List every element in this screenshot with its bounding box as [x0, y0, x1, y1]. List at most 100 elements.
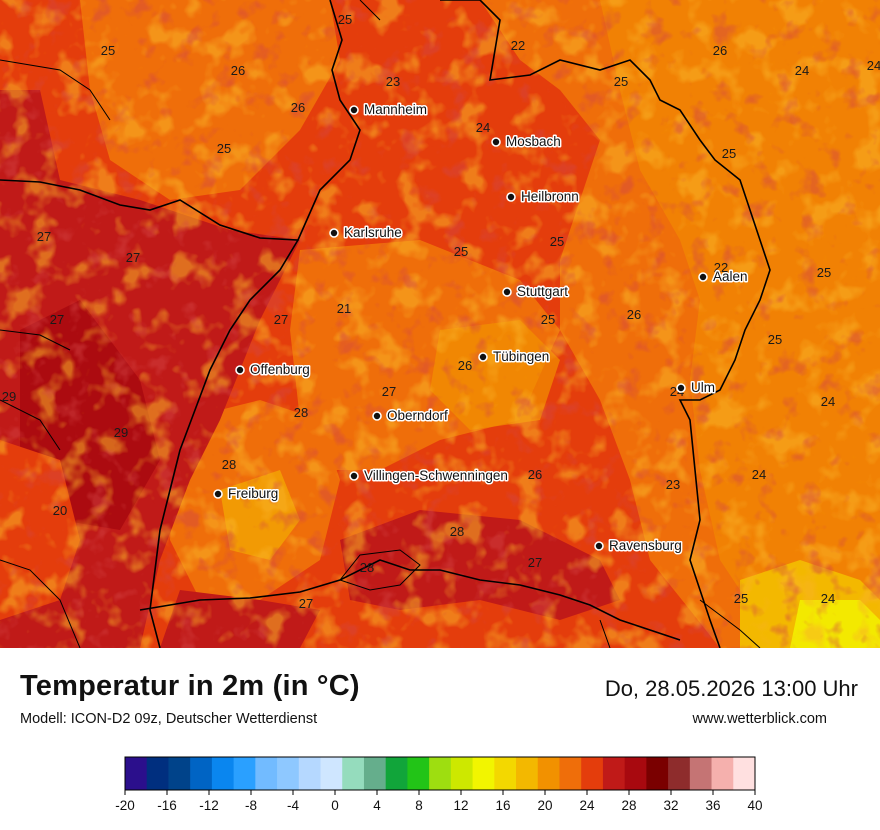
legend-tick-label: -16 — [157, 798, 177, 813]
city-name: Ravensburg — [609, 538, 682, 553]
grid-value-label: 28 — [294, 405, 308, 420]
grid-value-label: 22 — [714, 260, 728, 275]
city-name: Stuttgart — [517, 284, 568, 299]
grid-value-label: 26 — [458, 358, 472, 373]
grid-value-label: 25 — [817, 265, 831, 280]
city-marker: Heilbronn — [506, 188, 580, 206]
city-marker: Mosbach — [491, 133, 562, 151]
model-subtitle: Modell: ICON-D2 09z, Deutscher Wetterdie… — [20, 711, 318, 727]
city-name: Mosbach — [506, 134, 561, 149]
grid-value-label: 27 — [382, 384, 396, 399]
city-dot — [594, 541, 604, 551]
city-dot — [698, 272, 708, 282]
legend-swatch — [668, 757, 691, 790]
legend-swatch — [559, 757, 582, 790]
grid-value-label: 29 — [114, 425, 128, 440]
city-name: Freiburg — [228, 486, 278, 501]
city-marker: Oberndorf — [372, 407, 450, 425]
legend-swatch — [472, 757, 495, 790]
grid-value-label: 21 — [337, 301, 351, 316]
city-marker: Stuttgart — [502, 283, 570, 301]
grid-value-label: 29 — [2, 389, 16, 404]
city-dot — [349, 471, 359, 481]
website-link[interactable]: www.wetterblick.com — [692, 711, 827, 727]
grid-value-label: 25 — [722, 146, 736, 161]
grid-value-label: 26 — [627, 307, 641, 322]
grid-value-label: 22 — [511, 38, 525, 53]
city-name: Mannheim — [364, 102, 427, 117]
legend-swatch — [168, 757, 191, 790]
legend-swatch — [429, 757, 452, 790]
legend-tick-label: 8 — [415, 798, 423, 813]
city-dot — [213, 489, 223, 499]
grid-value-label: 25 — [614, 74, 628, 89]
city-marker: Aalen — [698, 268, 749, 286]
map-title: Temperatur in 2m (in °C) — [20, 670, 360, 702]
legend-swatch — [363, 757, 387, 790]
legend-tick-label: -8 — [245, 798, 257, 813]
city-dot — [676, 383, 686, 393]
grid-value-label: 24 — [476, 120, 490, 135]
grid-value-label: 26 — [291, 100, 305, 115]
grid-value-label: 25 — [550, 234, 564, 249]
grid-value-label: 23 — [386, 74, 400, 89]
city-name: Ulm — [691, 380, 715, 395]
grid-value-label: 24 — [867, 58, 880, 73]
city-name: Aalen — [713, 269, 748, 284]
legend-ticks: -20 -16 -12 -8 -4 0 4 8 12 16 20 24 28 32 36 40 — [115, 790, 763, 813]
forecast-datetime: Do, 28.05.2026 13:00 Uhr — [604, 676, 858, 701]
legend-tick-label: 28 — [621, 798, 636, 813]
grid-value-label: 28 — [222, 457, 236, 472]
grid-value-label: 24 — [821, 394, 835, 409]
legend-swatch — [385, 757, 408, 790]
legend-tick-label: 4 — [373, 798, 381, 813]
grid-value-label: 25 — [541, 312, 555, 327]
borders — [0, 0, 771, 648]
grid-value-label: 25 — [101, 43, 115, 58]
city-dot — [372, 411, 382, 421]
legend-tick-label: 0 — [331, 798, 339, 813]
legend-swatch — [581, 757, 604, 790]
grid-value-label: 25 — [217, 141, 231, 156]
legend-tick-label: 12 — [453, 798, 468, 813]
grid-value-label: 28 — [360, 560, 374, 575]
city-dot — [349, 105, 359, 115]
grid-value-label: 23 — [666, 477, 680, 492]
legend-swatch — [646, 757, 669, 790]
legend-tick-label: 36 — [705, 798, 720, 813]
city-dot — [491, 137, 501, 147]
footer-panel: Temperatur in 2m (in °C) Modell: ICON-D2… — [0, 648, 880, 830]
grid-value-label: 27 — [126, 250, 140, 265]
legend-swatch — [711, 757, 734, 790]
city-marker: Freiburg — [213, 485, 280, 503]
city-name: Villingen-Schwenningen — [364, 468, 508, 483]
city-marker: Ulm — [676, 379, 717, 397]
legend-swatch — [211, 757, 235, 790]
legend-swatch — [233, 757, 256, 790]
temperature-field — [0, 0, 880, 648]
legend-swatch — [689, 757, 712, 790]
city-marker: Ravensburg — [594, 537, 683, 555]
cities: Mannheim Mosbach Heilbronn Karlsruhe Stuttga… — [213, 101, 749, 555]
grid-value-label: 27 — [50, 312, 64, 327]
city-name: Tübingen — [493, 349, 549, 364]
legend-tick-label: -4 — [287, 798, 299, 813]
legend-tick-label: 40 — [747, 798, 762, 813]
grid-value-label: 20 — [53, 503, 67, 518]
grid-value-label: 25 — [338, 12, 352, 27]
city-name: Oberndorf — [387, 408, 448, 423]
legend-swatch — [320, 757, 343, 790]
city-name: Karlsruhe — [344, 225, 402, 240]
city-marker: Offenburg — [235, 361, 311, 379]
grid-value-label: 26 — [231, 63, 245, 78]
city-dot — [506, 192, 516, 202]
legend-swatch — [298, 757, 321, 790]
legend-tick-label: 16 — [495, 798, 510, 813]
value-labels: 25 25 22 26 26 23 25 24 24 26 24 25 25 27 27 27 27 21 25 25… — [2, 12, 880, 611]
grid-value-label: 24 — [752, 467, 766, 482]
legend-swatch — [146, 757, 169, 790]
legend-tick-label: 32 — [663, 798, 678, 813]
city-dot — [502, 287, 512, 297]
city-marker: Villingen-Schwenningen — [349, 467, 509, 485]
grid-value-label: 28 — [450, 524, 464, 539]
